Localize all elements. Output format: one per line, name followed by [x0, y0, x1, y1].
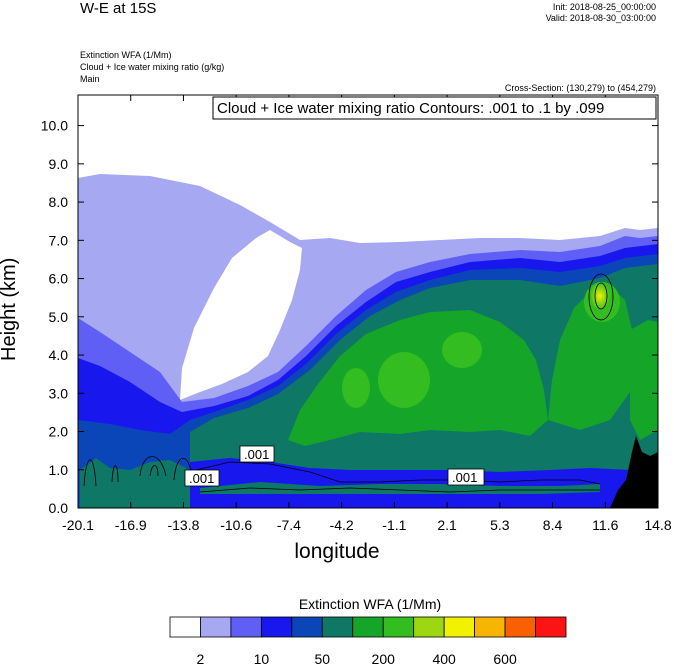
- x-tick-label: -1.1: [382, 517, 406, 533]
- colorbar-swatch: [352, 616, 384, 638]
- colorbar-label: 600: [493, 651, 517, 667]
- field-label-extinction: Extinction WFA (1/Mm): [80, 50, 172, 60]
- colorbar-swatch: [230, 616, 262, 638]
- colorbar-swatch: [169, 616, 201, 638]
- y-tick-label: 3.0: [49, 385, 69, 401]
- x-tick-label: 8.4: [543, 517, 563, 533]
- contour-label: .001: [244, 447, 269, 462]
- plot-title: W-E at 15S: [80, 0, 157, 17]
- colorbar-swatch: [382, 616, 415, 638]
- x-tick-label: 11.6: [592, 517, 618, 533]
- colorbar-swatch: [504, 616, 536, 638]
- y-tick-label: 7.0: [49, 232, 69, 248]
- colorbar-swatch: [474, 616, 506, 638]
- colorbar-label: 200: [371, 651, 395, 667]
- x-tick-label: -13.8: [167, 517, 199, 533]
- x-axis-ticks: -20.1 -16.9 -13.8 -10.6 -7.4 -4.2 -1.1 2.1 5.3 8.…: [62, 95, 672, 533]
- y-tick-label: 1.0: [49, 462, 69, 478]
- extinction-field: [78, 95, 658, 508]
- y-tick-label: 2.0: [49, 424, 69, 440]
- colorbar-label: 50: [314, 651, 331, 667]
- field-label-main: Main: [80, 74, 100, 84]
- valid-time: Valid: 2018-08-30_03:00:00: [545, 13, 656, 23]
- colorbar-label: 400: [432, 651, 456, 667]
- colorbar-swatch: [535, 616, 567, 638]
- y-tick-label: 6.0: [49, 271, 69, 287]
- contour-label: .001: [189, 471, 214, 486]
- colorbar-title: Extinction WFA (1/Mm): [298, 596, 442, 612]
- y-axis-label: Height (km): [0, 257, 20, 361]
- y-axis-ticks: 0.0 1.0 2.0 3.0 4.0 5.0 6.0 7.0 8.0 9.0 10.0: [41, 118, 658, 516]
- contour-title: Cloud + Ice water mixing ratio Contours:…: [217, 100, 604, 117]
- colorbar-swatch: [413, 616, 445, 638]
- x-tick-label: -4.2: [330, 517, 354, 533]
- x-tick-label: 5.3: [490, 517, 510, 533]
- colorbar-label: 10: [253, 651, 270, 667]
- contour-label: .001: [452, 470, 477, 485]
- colorbar-swatch: [443, 616, 476, 638]
- field-label-cloud-ice: Cloud + Ice water mixing ratio (g/kg): [80, 62, 225, 72]
- x-tick-label: 14.8: [644, 517, 671, 533]
- x-axis-label: longitude: [294, 540, 380, 563]
- y-tick-label: 5.0: [49, 309, 69, 325]
- init-time: Init: 2018-08-25_00:00:00: [552, 2, 656, 12]
- y-tick-label: 0.0: [49, 500, 69, 516]
- colorbar-swatch: [291, 616, 323, 638]
- colorbar-swatch: [200, 616, 232, 638]
- y-tick-label: 8.0: [49, 194, 69, 210]
- cross-section-label: Cross-Section: (130,279) to (454,279): [504, 83, 656, 93]
- colorbar: [169, 616, 567, 638]
- colorbar-swatch: [260, 616, 293, 638]
- x-tick-label: -16.9: [115, 517, 147, 533]
- x-tick-label: -20.1: [62, 517, 94, 533]
- y-tick-label: 9.0: [49, 156, 69, 172]
- x-tick-label: -7.4: [277, 517, 301, 533]
- x-tick-label: -10.6: [220, 517, 252, 533]
- x-tick-label: 2.1: [437, 517, 457, 533]
- colorbar-swatch: [321, 616, 354, 638]
- colorbar-label: 2: [196, 651, 205, 667]
- y-tick-label: 10.0: [41, 118, 68, 134]
- y-tick-label: 4.0: [49, 347, 69, 363]
